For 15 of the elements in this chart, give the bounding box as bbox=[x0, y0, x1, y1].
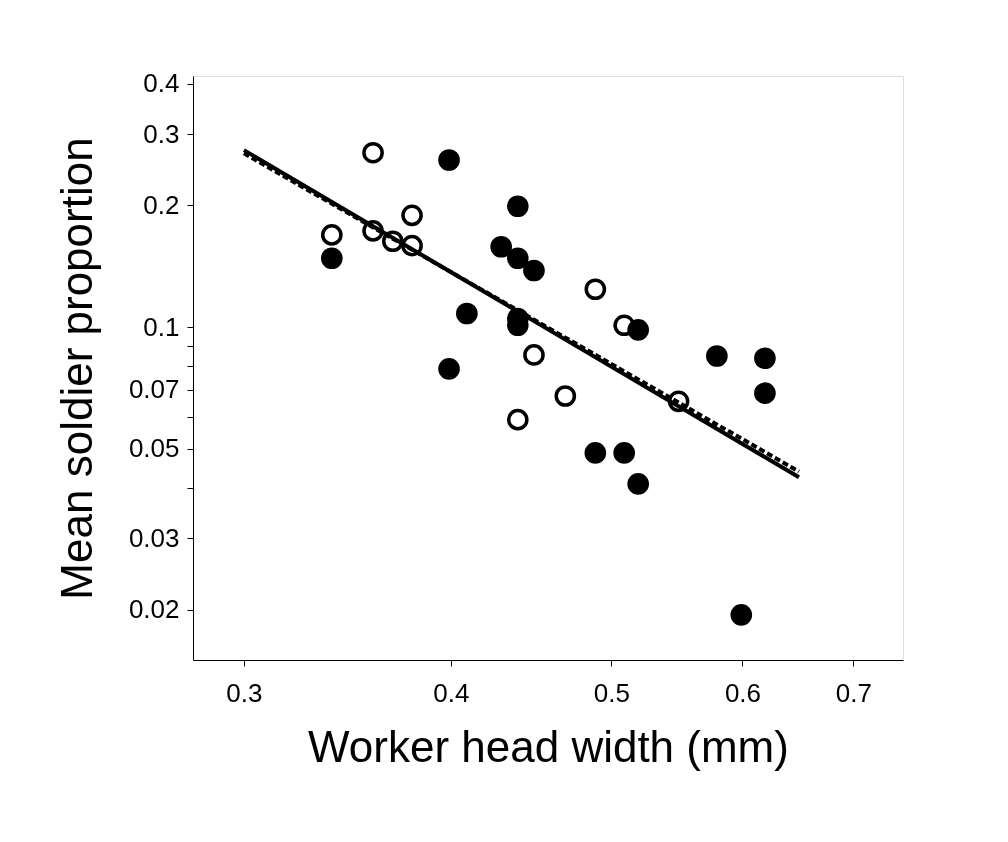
y-tick-label: 0.4 bbox=[143, 68, 180, 99]
y-tick-label: 0.02 bbox=[128, 594, 180, 625]
y-tick-label: 0.07 bbox=[128, 374, 180, 405]
x-tick-label: 0.3 bbox=[226, 677, 263, 708]
y-tick-label: 0.05 bbox=[128, 433, 180, 464]
x-tick-label: 0.6 bbox=[724, 677, 762, 708]
y-tick-label: 0.03 bbox=[128, 522, 180, 553]
x-axis-title: Worker head width (mm) bbox=[308, 721, 789, 771]
x-tick-label: 0.7 bbox=[835, 677, 872, 708]
x-tick-label: 0.5 bbox=[593, 677, 630, 708]
y-tick-label: 0.2 bbox=[143, 189, 180, 220]
y-tick-label: 0.1 bbox=[143, 311, 180, 342]
y-tick-label: 0.3 bbox=[143, 118, 180, 149]
x-tick-label: 0.4 bbox=[433, 677, 470, 708]
y-axis-title: Mean soldier proportion bbox=[51, 137, 101, 600]
